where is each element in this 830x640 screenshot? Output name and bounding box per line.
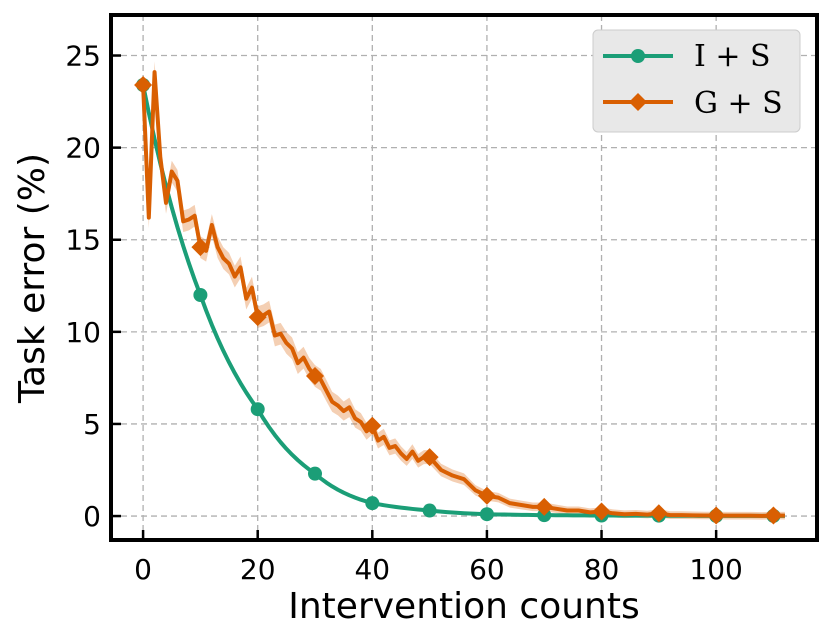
marker-i-s-40 (365, 496, 380, 511)
y-tick-label-10: 10 (65, 316, 101, 349)
y-tick-label-25: 25 (65, 40, 101, 73)
x-tick-label-60: 60 (469, 553, 505, 586)
grid-lines (111, 15, 817, 540)
marker-g-s-0 (134, 76, 153, 94)
marker-g-s-50 (420, 448, 439, 467)
marker-i-s-10 (193, 288, 208, 302)
marker-g-s-20 (248, 308, 267, 327)
series-markers (134, 76, 783, 525)
x-axis-label: Intervention counts (288, 586, 640, 627)
marker-i-s-30 (308, 466, 323, 481)
y-tick-label-0: 0 (83, 500, 101, 533)
marker-i-s-20 (250, 402, 265, 417)
marker-g-s-60 (477, 486, 496, 505)
y-tick-label-20: 20 (65, 132, 101, 165)
series-lines (141, 70, 785, 518)
axis-ticks: 0 20 40 60 80 100 0 5 10 15 20 25 (65, 40, 743, 586)
x-tick-label-100: 100 (689, 553, 742, 586)
marker-g-s-10 (191, 238, 210, 257)
marker-g-s-80 (592, 502, 611, 521)
marker-g-s-90 (649, 504, 668, 523)
marker-g-s-40 (363, 416, 382, 435)
y-tick-label-15: 15 (65, 224, 101, 257)
marker-i-s-60 (479, 507, 494, 522)
band-i-s (143, 75, 785, 517)
line-i-s (141, 84, 785, 518)
legend-label-g-s: G + S (694, 86, 783, 121)
y-axis-label: Task error (%) (12, 153, 53, 404)
legend-marker-i-s (631, 49, 645, 63)
legend-marker-g-s (629, 93, 647, 111)
x-tick-label-0: 0 (134, 553, 152, 586)
y-tick-label-5: 5 (83, 408, 101, 441)
legend: I + S G + S (592, 29, 801, 133)
marker-g-s-30 (306, 367, 325, 386)
legend-label-i-s: I + S (694, 39, 771, 74)
x-tick-label-40: 40 (354, 553, 390, 586)
line-g-s (141, 70, 785, 518)
marker-i-s-50 (422, 503, 437, 518)
marker-g-s-70 (535, 497, 554, 516)
plot-frame (109, 13, 819, 542)
marker-g-s-100 (707, 506, 726, 525)
x-tick-label-20: 20 (240, 553, 276, 586)
marker-g-s-110 (764, 506, 783, 525)
x-tick-label-80: 80 (584, 553, 620, 586)
